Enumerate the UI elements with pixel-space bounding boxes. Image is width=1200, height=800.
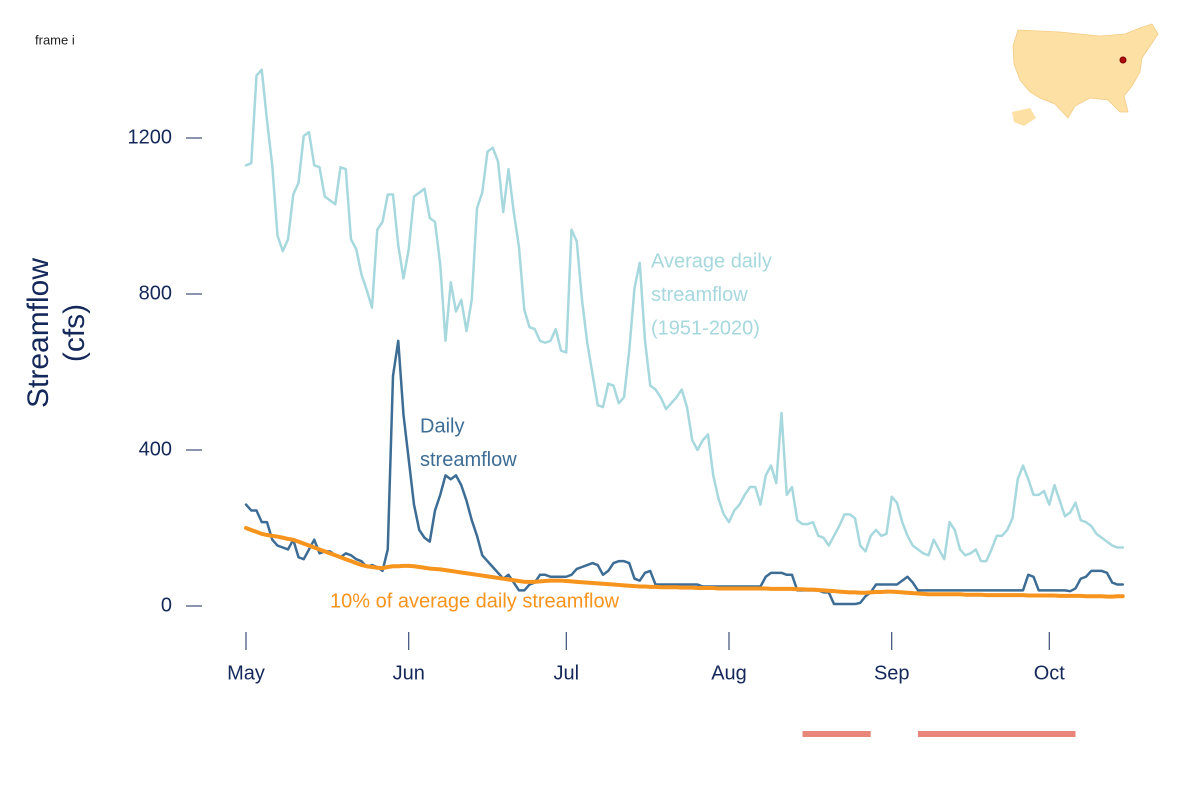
x-tick-label: Jul (553, 662, 579, 684)
alaska-shape (1012, 108, 1036, 126)
y-axis-title: Streamflow (cfs) (22, 258, 91, 408)
y-axis-title-line: Streamflow (22, 258, 55, 408)
series-label: Average daily (651, 250, 772, 272)
y-tick-label: 400 (139, 438, 172, 460)
series-line (244, 339, 1124, 606)
frame-label: frame i (35, 32, 75, 47)
highlight-period (918, 731, 1076, 737)
series-label: (1951-2020) (651, 317, 760, 339)
series-label: Daily (420, 415, 464, 437)
x-tick-label: May (227, 662, 265, 684)
x-tick-label: Jun (393, 662, 425, 684)
us-map-shape (1012, 23, 1159, 119)
x-tick-label: Sep (874, 662, 910, 684)
x-tick-label: Oct (1034, 662, 1066, 684)
series-line (244, 68, 1124, 563)
us-map-inset (1012, 23, 1159, 126)
y-axis-title-line: (cfs) (58, 304, 91, 362)
y-tick-label: 1200 (128, 126, 173, 148)
highlight-period (802, 731, 871, 737)
series-label: streamflow (420, 449, 517, 471)
x-tick-label: Aug (711, 662, 747, 684)
series-label: 10% of average daily streamflow (330, 590, 620, 612)
y-tick-label: 800 (139, 282, 172, 304)
y-tick-label: 0 (161, 594, 172, 616)
site-marker (1119, 56, 1127, 64)
series-label: streamflow (651, 284, 748, 306)
series-line (244, 526, 1125, 599)
